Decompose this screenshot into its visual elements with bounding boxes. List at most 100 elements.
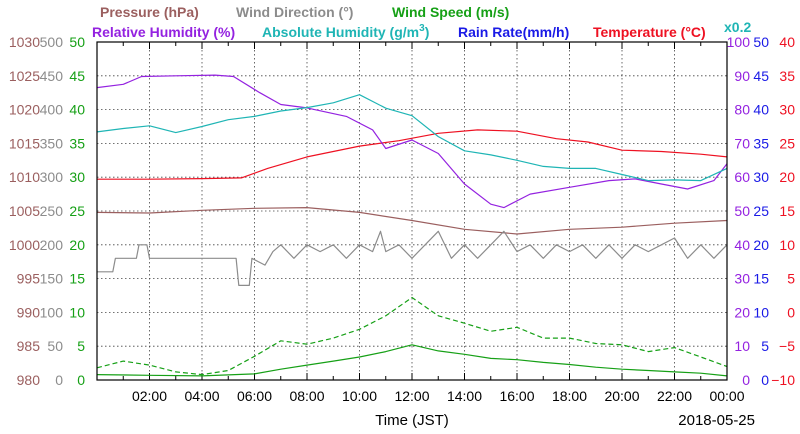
pressure-tick-label: 1005 xyxy=(9,203,40,219)
wind_direction-tick-label: 50 xyxy=(47,338,63,354)
temperature-tick-label: 20 xyxy=(779,169,795,185)
wind_direction-tick-label: 350 xyxy=(40,135,64,151)
x-tick-label: 06:00 xyxy=(237,388,272,404)
wind_direction-tick-label: 450 xyxy=(40,68,64,84)
wind_speed-tick-label: 30 xyxy=(69,169,85,185)
wind_direction-tick-label: 500 xyxy=(40,34,64,50)
title-row1-item: Wind Direction (°) xyxy=(236,4,353,20)
wind_speed-tick-label: 45 xyxy=(69,68,85,84)
rain_rate-tick-label: 45 xyxy=(753,68,769,84)
series-line xyxy=(96,344,728,377)
x-tick-label: 02:00 xyxy=(132,388,167,404)
pressure-tick-label: 1000 xyxy=(9,237,40,253)
relative_humidity-tick-label: 70 xyxy=(734,135,750,151)
rain_rate-tick-label: 10 xyxy=(753,304,769,320)
pressure-tick-label: 1015 xyxy=(9,135,40,151)
temperature-tick-label: 25 xyxy=(779,135,795,151)
x-tick-label: 14:00 xyxy=(447,388,482,404)
relative_humidity-tick-label: 30 xyxy=(734,271,750,287)
relative_humidity-tick-label: 0 xyxy=(742,372,750,388)
wind_speed-tick-label: 0 xyxy=(77,372,85,388)
wind_speed-tick-label: 10 xyxy=(69,304,85,320)
x-tick-label: 22:00 xyxy=(657,388,692,404)
wind_direction-tick-label: 400 xyxy=(40,102,64,118)
x-tick-label: 04:00 xyxy=(184,388,219,404)
temperature-tick-label: 40 xyxy=(779,34,795,50)
series-line xyxy=(96,74,728,209)
y-axes: 1030102510201015101010051000995990985980… xyxy=(9,34,795,388)
title-row2-item: Absolute Humidity (g/m3) xyxy=(262,23,429,40)
plot-frame xyxy=(96,41,728,381)
temperature-tick-label: 5 xyxy=(787,271,795,287)
x-tick-label: 00:00 xyxy=(709,388,744,404)
pressure-tick-label: 995 xyxy=(17,271,41,287)
title-row1-item: Wind Speed (m/s) xyxy=(392,4,509,20)
rain_rate-tick-label: 0 xyxy=(761,372,769,388)
x-tick-label: 10:00 xyxy=(342,388,377,404)
pressure-tick-label: 1020 xyxy=(9,102,40,118)
relative_humidity-tick-label: 40 xyxy=(734,237,750,253)
wind_speed-tick-label: 25 xyxy=(69,203,85,219)
scale-note: x0.2 xyxy=(724,19,751,35)
wind_speed-tick-label: 35 xyxy=(69,135,85,151)
temperature-tick-label: −10 xyxy=(771,372,795,388)
x-axis: 02:00 04:00 06:00 08:00 10:00 12:00 14:00 16:00… xyxy=(132,388,755,429)
rain_rate-tick-label: 40 xyxy=(753,102,769,118)
title-row1-item: Pressure (hPa) xyxy=(100,4,199,20)
relative_humidity-tick-label: 20 xyxy=(734,304,750,320)
date-label: 2018-05-25 xyxy=(678,412,755,429)
series-line xyxy=(97,129,728,180)
rain_rate-tick-label: 30 xyxy=(753,169,769,185)
x-tick-label: 12:00 xyxy=(394,388,429,404)
temperature-tick-label: 30 xyxy=(779,102,795,118)
temperature-tick-label: 15 xyxy=(779,203,795,219)
temperature-tick-label: 0 xyxy=(787,304,795,320)
chart-titles: Pressure (hPa) Wind Direction (°) Wind Spe… xyxy=(92,4,751,40)
rain_rate-tick-label: 50 xyxy=(753,34,769,50)
wind_speed-tick-label: 20 xyxy=(69,237,85,253)
wind_direction-tick-label: 300 xyxy=(40,169,64,185)
x-axis-label: Time (JST) xyxy=(375,412,449,429)
series-line xyxy=(96,296,728,376)
relative_humidity-tick-label: 10 xyxy=(734,338,750,354)
temperature-tick-label: 35 xyxy=(779,68,795,84)
wind_direction-tick-label: 0 xyxy=(55,372,63,388)
x-tick-label: 16:00 xyxy=(499,388,534,404)
title-row2-item: Relative Humidity (%) xyxy=(92,24,235,40)
series-line xyxy=(96,94,728,182)
wind_speed-tick-label: 50 xyxy=(69,34,85,50)
relative_humidity-tick-label: 50 xyxy=(734,203,750,219)
rain_rate-tick-label: 20 xyxy=(753,237,769,253)
pressure-tick-label: 1010 xyxy=(9,169,40,185)
rain_rate-tick-label: 25 xyxy=(753,203,769,219)
title-row2-item: Rain Rate(mm/h) xyxy=(458,24,569,40)
pressure-tick-label: 980 xyxy=(17,372,41,388)
rain_rate-tick-label: 35 xyxy=(753,135,769,151)
pressure-tick-label: 985 xyxy=(17,338,41,354)
x-tick-label: 18:00 xyxy=(552,388,587,404)
wind_speed-tick-label: 40 xyxy=(69,102,85,118)
series-line xyxy=(97,230,728,286)
rain_rate-tick-label: 5 xyxy=(761,338,769,354)
series-lines xyxy=(96,74,728,377)
wind_direction-tick-label: 250 xyxy=(40,203,64,219)
x-tick-label: 08:00 xyxy=(289,388,324,404)
wind_direction-tick-label: 100 xyxy=(40,304,64,320)
title-row2-item: Temperature (°C) xyxy=(593,24,706,40)
wind_direction-tick-label: 150 xyxy=(40,271,64,287)
temperature-tick-label: −5 xyxy=(779,338,795,354)
wind_direction-tick-label: 200 xyxy=(40,237,64,253)
relative_humidity-tick-label: 100 xyxy=(727,34,751,50)
pressure-tick-label: 1030 xyxy=(9,34,40,50)
relative_humidity-tick-label: 60 xyxy=(734,169,750,185)
x-tick-label: 20:00 xyxy=(604,388,639,404)
relative_humidity-tick-label: 90 xyxy=(734,68,750,84)
grid xyxy=(97,42,727,380)
wind_speed-tick-label: 15 xyxy=(69,271,85,287)
pressure-tick-label: 1025 xyxy=(9,68,40,84)
wind_speed-tick-label: 5 xyxy=(77,338,85,354)
rain_rate-tick-label: 15 xyxy=(753,271,769,287)
series-line xyxy=(96,207,728,235)
pressure-tick-label: 990 xyxy=(17,304,41,320)
